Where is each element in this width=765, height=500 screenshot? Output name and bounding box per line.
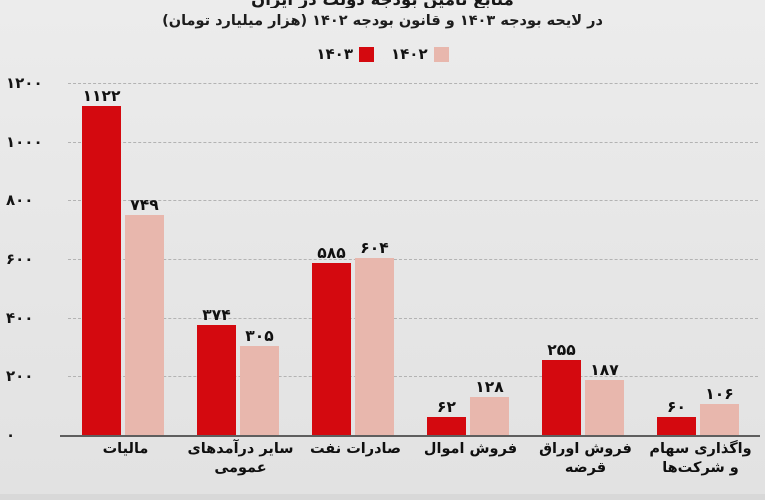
bar[interactable]: ۱۸۷ xyxy=(585,362,624,435)
x-axis-category-label: صادرات نفت xyxy=(309,441,402,457)
legend-label: ۱۴۰۳ xyxy=(316,45,353,63)
bar-value-label: ۱۲۸ xyxy=(475,378,504,397)
y-axis-tick-label: ۲۰۰ xyxy=(6,367,34,386)
gridline xyxy=(68,141,758,143)
bar-group: ۱۰۶ ۶۰ xyxy=(643,83,758,435)
x-axis-line xyxy=(60,435,760,437)
x-axis-category-label: مالیات xyxy=(102,441,149,457)
chart-legend: ۱۴۰۲ ۱۴۰۳ xyxy=(0,47,765,62)
bar[interactable]: ۱۲۸ xyxy=(470,379,509,435)
x-axis-category-label: فروش اموال xyxy=(423,441,518,457)
legend-swatch-icon xyxy=(359,47,374,62)
bar-group: ۶۰۴ ۵۸۵ xyxy=(298,83,413,435)
x-axis-labels: مالیات سایر درآمدهای عمومی صادرات نفت فروش … xyxy=(68,440,758,478)
y-axis-tick-label: ۱۲۰۰ xyxy=(6,74,43,92)
bar-value-label: ۳۷۴ xyxy=(202,306,231,325)
bar-value-label: ۲۵۵ xyxy=(547,341,576,360)
y-axis-tick-label: ۶۰۰ xyxy=(6,250,34,268)
gridline xyxy=(68,200,758,202)
y-axis-tick-label: ۰ xyxy=(6,426,16,444)
bar-value-label: ۱۸۷ xyxy=(590,361,619,380)
legend-swatch-icon xyxy=(433,47,449,62)
bottom-strip xyxy=(0,494,765,500)
gridline xyxy=(68,376,758,378)
bar[interactable]: ۷۴۹ xyxy=(125,197,164,435)
bar-value-label: ۱۱۲۲ xyxy=(82,86,121,105)
legend-item[interactable]: ۱۴۰۳ xyxy=(316,47,374,62)
y-axis-tick-label: ۸۰۰ xyxy=(6,191,34,210)
bar-group: ۱۲۸ ۶۲ xyxy=(413,83,528,435)
gridline xyxy=(68,83,758,84)
bar[interactable]: ۶۲ xyxy=(427,398,466,435)
legend-label: ۱۴۰۲ xyxy=(391,45,428,63)
chart-title: منابع تأمین بودجه دولت در ایران xyxy=(0,0,765,8)
bar-group: ۷۴۹ ۱۱۲۲ xyxy=(68,83,183,435)
legend-item[interactable]: ۱۴۰۲ xyxy=(391,47,449,62)
bar-group: ۳۰۵ ۳۷۴ xyxy=(183,83,298,435)
x-axis-category-label: سایر درآمدهای عمومی xyxy=(187,441,294,477)
bar[interactable]: ۳۷۴ xyxy=(197,307,236,435)
bar-value-label: ۵۸۵ xyxy=(317,244,346,263)
bar[interactable]: ۱۱۲۲ xyxy=(82,87,121,435)
chart-header: منابع تأمین بودجه دولت در ایران در لایحه… xyxy=(0,0,765,29)
gridline xyxy=(68,317,758,319)
bar-value-label: ۳۰۵ xyxy=(245,326,274,345)
chart-subtitle: در لایحه بودجه ۱۴۰۳ و قانون بودجه ۱۴۰۲ (… xyxy=(162,13,603,30)
bar[interactable]: ۶۰۴ xyxy=(355,239,394,435)
bar[interactable]: ۵۸۵ xyxy=(312,245,351,435)
bar-groups: ۷۴۹ ۱۱۲۲ ۳۰۵ ۳۷۴ ۶۰۴ ۵۸۵ ۱۲۸ ۶۲ ۱۸۷ ۲۵۵ ۱۰۶ ۶۰ xyxy=(68,83,758,435)
bar-value-label: ۱۰۶ xyxy=(705,384,734,403)
bar[interactable]: ۳۰۵ xyxy=(240,327,279,435)
y-axis-tick-label: ۱۰۰۰ xyxy=(6,132,43,151)
x-axis-category-label: فروش اوراق قرضه xyxy=(539,441,632,477)
bar-group: ۱۸۷ ۲۵۵ xyxy=(528,83,643,435)
gridline xyxy=(68,259,758,260)
bar-value-label: ۶۰ xyxy=(667,398,686,417)
bar-value-label: ۷۴۹ xyxy=(130,196,159,215)
y-axis-tick-label: ۴۰۰ xyxy=(6,308,34,327)
bar[interactable]: ۲۵۵ xyxy=(542,342,581,435)
bar[interactable]: ۶۰ xyxy=(657,399,696,435)
bar-value-label: ۶۲ xyxy=(437,397,456,416)
x-axis-category-label: واگذاری سهام و شرکت‌ها xyxy=(649,441,752,477)
bar[interactable]: ۱۰۶ xyxy=(700,385,739,435)
bar-value-label: ۶۰۴ xyxy=(360,238,389,257)
